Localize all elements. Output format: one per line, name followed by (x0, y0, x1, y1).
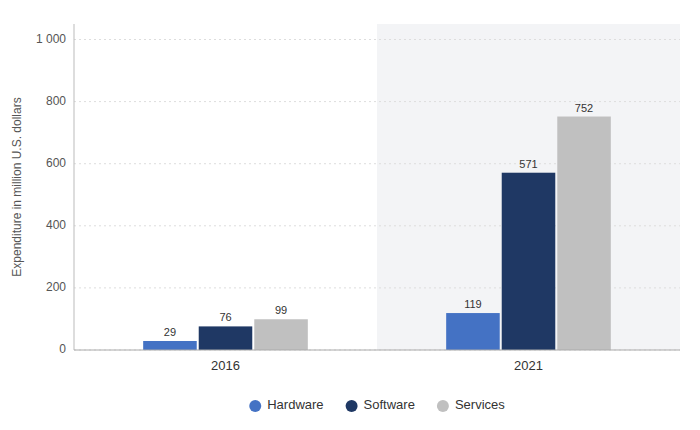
y-tick-labels: 0 200 400 600 800 1 000 (36, 32, 66, 356)
bar (199, 326, 253, 350)
x-axis-line (74, 350, 680, 351)
grid-line (74, 39, 680, 40)
y-tick-label: 200 (46, 280, 66, 294)
y-tick-label: 400 (46, 218, 66, 232)
group-shading (377, 24, 680, 350)
legend-label: Hardware (267, 397, 323, 412)
legend-marker (346, 400, 358, 412)
y-tick-label: 600 (46, 156, 66, 170)
data-label: 76 (219, 311, 231, 323)
chart-svg: 0 200 400 600 800 1 000 Expenditure in million… (0, 0, 700, 430)
legend-marker (249, 400, 261, 412)
data-label: 29 (164, 326, 176, 338)
legend-item: Services (437, 397, 505, 412)
legend-marker (437, 400, 449, 412)
y-tick-label: 1 000 (36, 32, 66, 46)
legend: Hardware Software Services (249, 397, 505, 412)
data-label: 99 (275, 304, 287, 316)
y-grid (74, 40, 680, 350)
bar (446, 313, 500, 350)
legend-label: Services (455, 397, 505, 412)
y-axis-label: Expenditure in million U.S. dollars (10, 97, 24, 276)
y-axis-line (74, 24, 75, 350)
y-tick-label: 800 (46, 94, 66, 108)
x-tick-label: 2021 (514, 358, 543, 373)
data-label: 119 (464, 298, 482, 310)
bar (143, 341, 197, 350)
data-label: 571 (519, 158, 537, 170)
bar (557, 117, 611, 350)
x-tick-labels: 2016 2021 (211, 358, 543, 373)
data-label: 752 (575, 102, 593, 114)
y-tick-label: 0 (59, 342, 66, 356)
bar (254, 319, 308, 350)
x-tick-label: 2016 (211, 358, 240, 373)
bar (502, 173, 556, 350)
legend-item: Software (346, 397, 415, 412)
chart-container: 0 200 400 600 800 1 000 Expenditure in million… (0, 0, 700, 430)
grid-line (74, 350, 680, 351)
legend-label: Software (364, 397, 415, 412)
data-labels: 29 119 76 571 99 752 (164, 102, 593, 338)
legend-item: Hardware (249, 397, 323, 412)
bars (143, 117, 611, 350)
